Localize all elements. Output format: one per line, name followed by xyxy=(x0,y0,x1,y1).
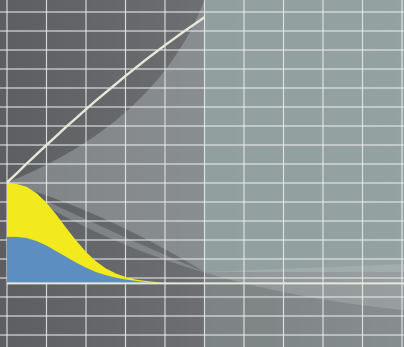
top-curve-line xyxy=(6,16,206,184)
blue-area xyxy=(7,236,402,284)
light-panel xyxy=(204,0,404,272)
wedge-upper xyxy=(7,0,205,272)
